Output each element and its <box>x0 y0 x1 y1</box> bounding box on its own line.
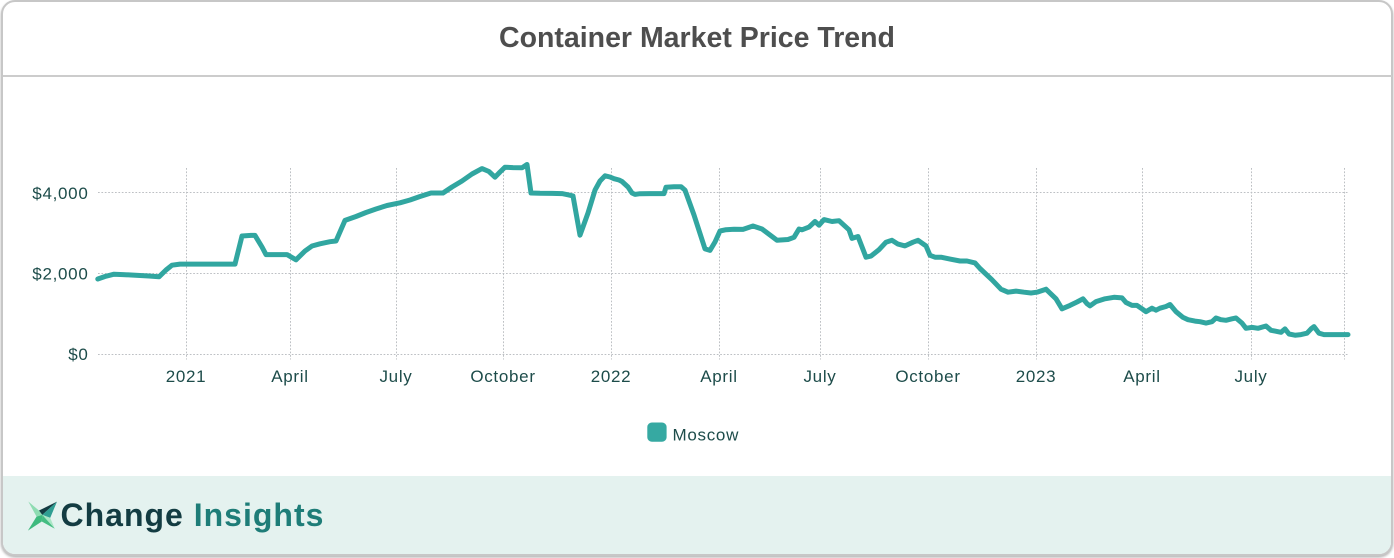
svg-text:$0: $0 <box>68 345 88 364</box>
svg-text:July: July <box>379 367 412 386</box>
svg-text:April: April <box>700 367 738 386</box>
svg-text:April: April <box>1123 367 1161 386</box>
svg-text:Moscow: Moscow <box>673 426 740 445</box>
svg-text:$2,000: $2,000 <box>32 265 88 284</box>
svg-text:2023: 2023 <box>1016 367 1057 386</box>
svg-text:April: April <box>271 367 309 386</box>
svg-text:2022: 2022 <box>591 367 632 386</box>
svg-text:October: October <box>470 367 535 386</box>
svg-text:July: July <box>803 367 836 386</box>
svg-text:July: July <box>1234 367 1267 386</box>
svg-text:2021: 2021 <box>166 367 207 386</box>
svg-text:October: October <box>895 367 960 386</box>
svg-text:$4,000: $4,000 <box>32 184 88 203</box>
